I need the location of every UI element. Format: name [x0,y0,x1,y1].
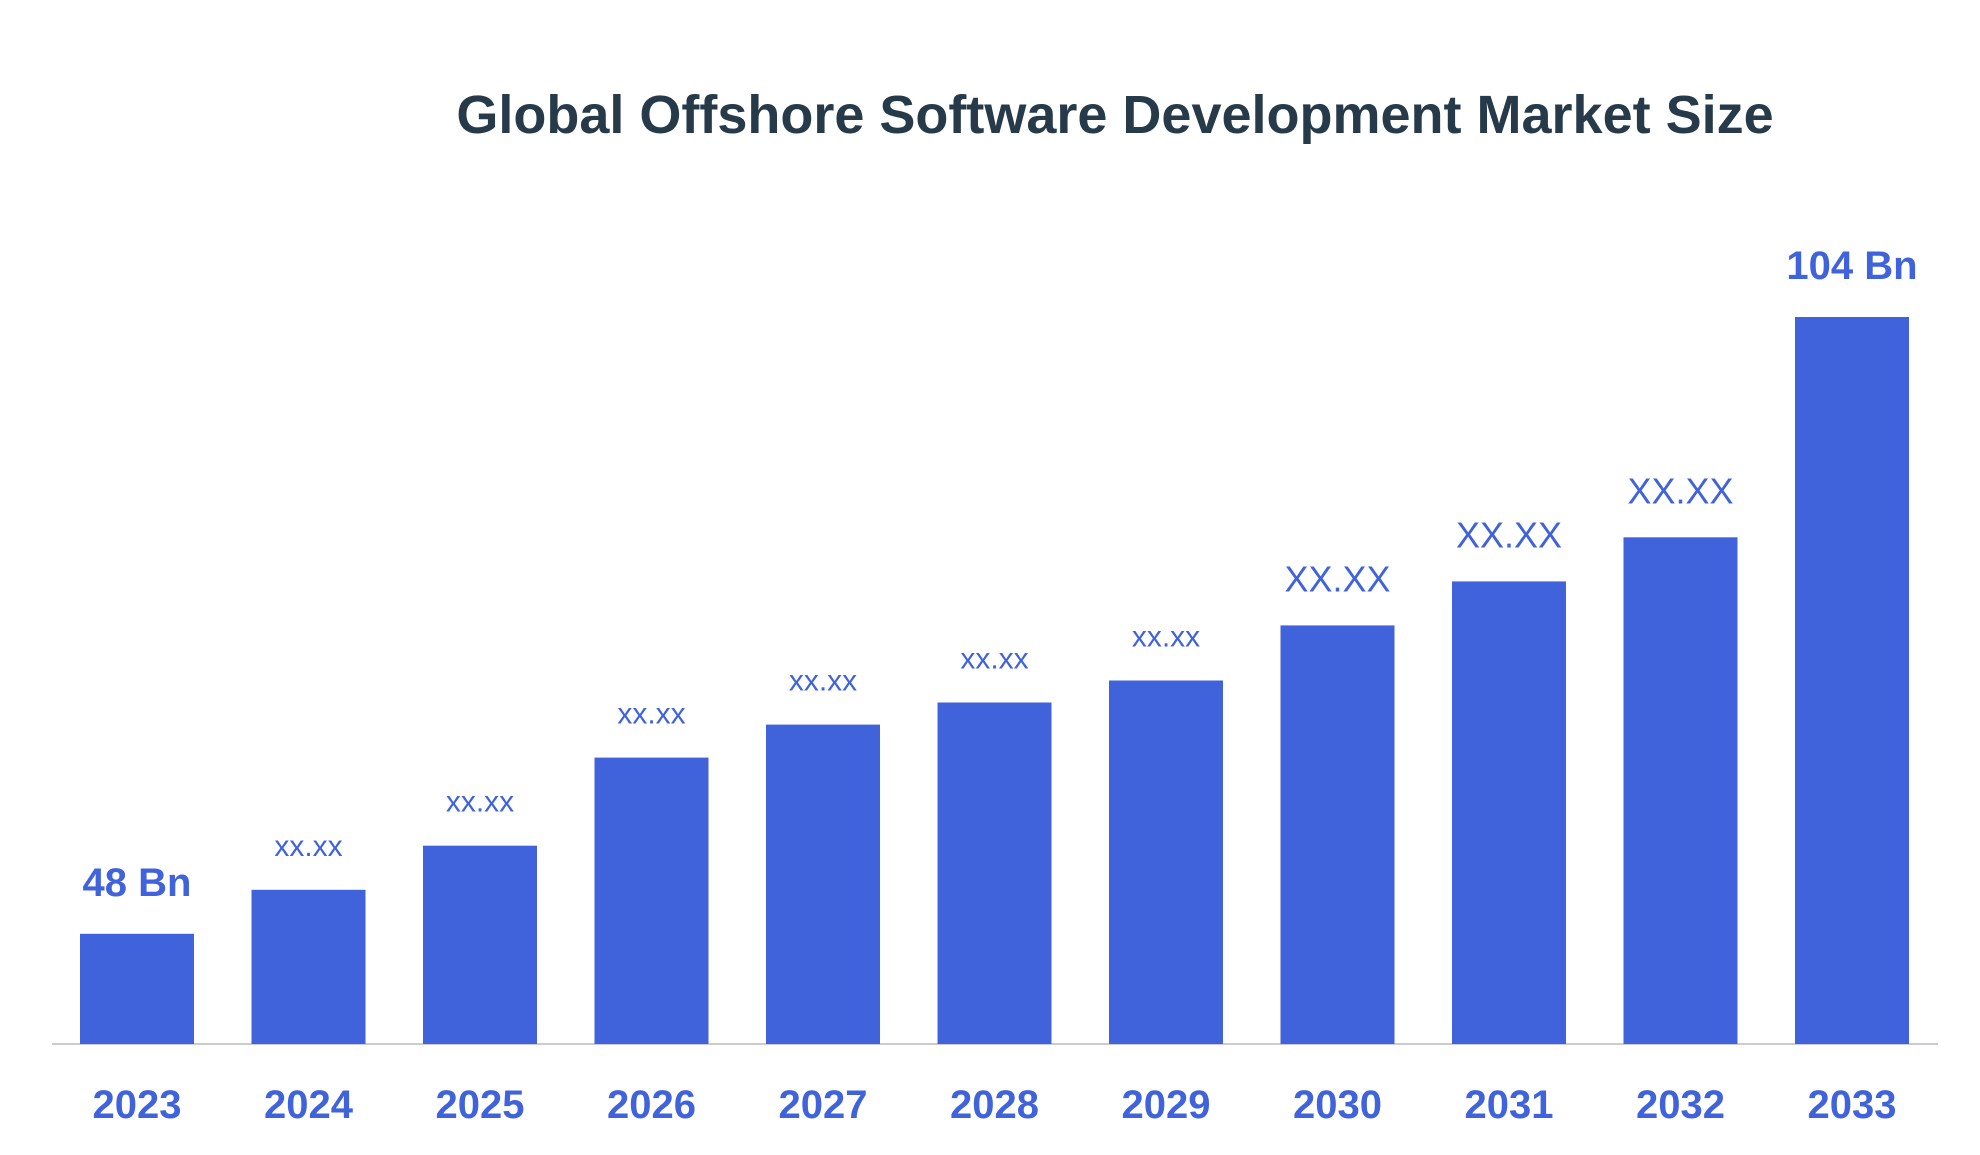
bar-2023 [80,933,194,1044]
x-tick-label-2031: 2031 [1465,1083,1554,1127]
bar-2030 [1280,625,1395,1044]
bar-2026 [594,757,709,1044]
bar-2033 [1795,317,1909,1044]
x-tick-label-2025: 2025 [436,1083,525,1127]
data-label-2033: 104 Bn [1786,244,1917,288]
x-tick-label-2024: 2024 [264,1083,354,1127]
bar-2031 [1452,581,1566,1044]
bar-2028 [937,702,1052,1044]
data-label-2030: XX.XX [1284,558,1390,599]
chart-title: Global Offshore Software Development Mar… [456,85,1773,145]
data-label-2027: xx.xx [789,665,857,698]
x-tick-label-2028: 2028 [950,1083,1039,1127]
bar-2032 [1623,537,1738,1044]
x-tick-label-2026: 2026 [607,1083,696,1127]
data-label-2024: xx.xx [274,830,342,863]
data-label-2026: xx.xx [617,698,685,731]
x-tick-label-2029: 2029 [1122,1083,1211,1127]
data-label-2025: xx.xx [446,786,514,819]
bars-group [80,317,1909,1044]
x-tick-label-2023: 2023 [93,1083,182,1127]
data-label-2029: xx.xx [1132,621,1200,654]
x-tick-labels-group: 2023 2024 2025 2026 2027 2028 2029 2030 2031 2032… [93,1083,1897,1127]
x-tick-label-2027: 2027 [779,1083,868,1127]
x-tick-label-2032: 2032 [1636,1083,1725,1127]
x-tick-label-2033: 2033 [1808,1083,1897,1127]
data-label-2028: xx.xx [960,643,1028,676]
data-label-2023: 48 Bn [83,861,192,905]
data-label-2031: XX.XX [1456,514,1562,555]
bar-2025 [423,845,537,1044]
bar-2027 [766,724,880,1044]
bar-2029 [1109,680,1223,1044]
x-tick-label-2030: 2030 [1293,1083,1382,1127]
bar-2024 [251,889,366,1044]
data-labels-group: 48 Bn xx.xx xx.xx xx.xx xx.xx xx.xx xx.xx XX.XX… [83,244,1918,905]
data-label-2032: XX.XX [1627,470,1733,511]
